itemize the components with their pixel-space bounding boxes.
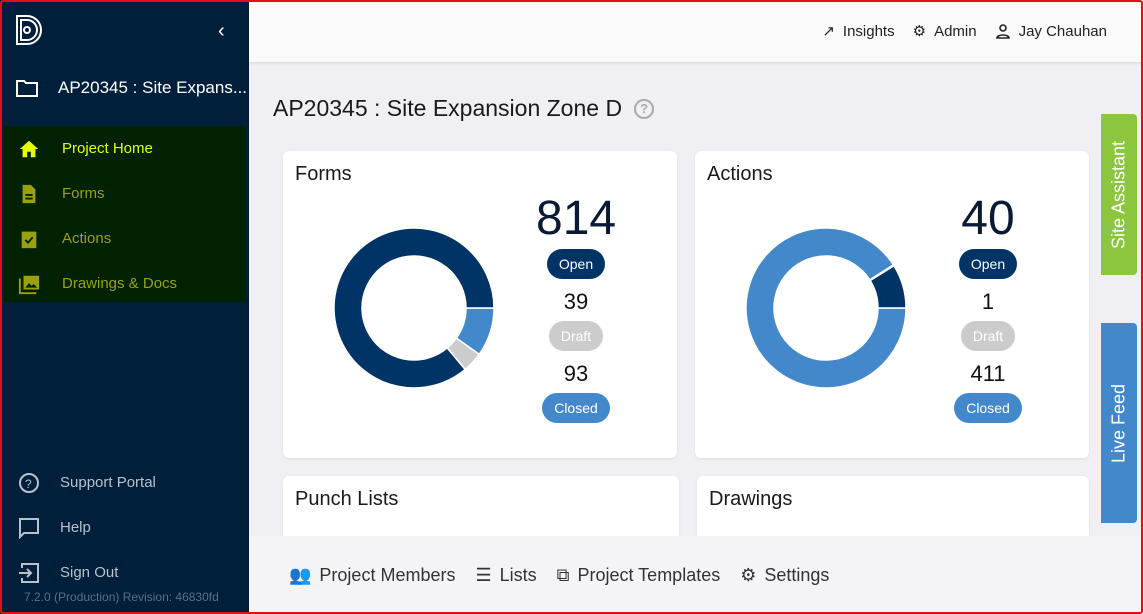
insights-label: Insights [842, 22, 895, 40]
help-icon[interactable]: ? [634, 98, 655, 119]
support-portal-label: Support Portal [60, 474, 156, 491]
sidebar-item-project-home[interactable]: Project Home [4, 126, 246, 171]
closed-count: 411 [970, 361, 1006, 386]
insights-button[interactable]: ↗ Insights [822, 22, 895, 41]
site-assistant-tab[interactable]: Site Assistant [1101, 114, 1137, 275]
project-members-label: Project Members [319, 564, 456, 585]
project-templates-label: Project Templates [577, 564, 721, 585]
card-title: Punch Lists [295, 488, 399, 510]
forms-donut-chart [333, 227, 495, 389]
closed-count: 93 [563, 361, 589, 386]
version-text: 7.2.0 (Production) Revision: 46830fd [24, 590, 219, 604]
donut-segment-open[interactable] [869, 264, 907, 309]
sign-out-icon [19, 562, 39, 583]
admin-label: Admin [934, 22, 977, 40]
lists-button[interactable]: ☰ Lists [475, 565, 536, 586]
sidebar: ‹ AP20345 : Site Expans... Project Home … [0, 0, 249, 614]
card-title: Actions [707, 163, 773, 185]
card-title: Drawings [709, 488, 793, 510]
closed-button[interactable]: Closed [542, 393, 610, 423]
draft-button[interactable]: Draft [548, 321, 604, 351]
svg-text:?: ? [25, 477, 32, 491]
user-icon [995, 24, 1010, 39]
draft-button[interactable]: Draft [960, 321, 1016, 351]
sidebar-item-label: Forms [62, 185, 105, 202]
donut-segment-open[interactable] [333, 227, 495, 389]
settings-label: Settings [764, 564, 830, 585]
forms-card: Forms 814 Open 39 Draft 93 Closed [283, 151, 677, 458]
closed-button[interactable]: Closed [954, 393, 1022, 423]
project-templates-button[interactable]: ⧉ Project Templates [557, 565, 721, 586]
actions-card: Actions 40 Open 1 Draft 411 Closed [695, 151, 1089, 458]
sidebar-item-forms[interactable]: Forms [4, 171, 246, 216]
project-selector[interactable]: AP20345 : Site Expans... [16, 78, 247, 98]
gear-icon: ⚙ [912, 23, 927, 40]
support-portal-link[interactable]: ? Support Portal [18, 460, 156, 505]
folder-icon [16, 80, 38, 97]
project-members-button[interactable]: 👥 Project Members [289, 565, 455, 586]
project-name: AP20345 : Site Expans... [58, 78, 248, 97]
trending-up-icon: ↗ [822, 23, 835, 40]
collapse-sidebar-button[interactable]: ‹ [218, 20, 225, 42]
people-icon: 👥 [289, 564, 312, 585]
draft-count: 1 [981, 289, 995, 314]
draft-count: 39 [563, 289, 589, 314]
user-name: Jay Chauhan [1018, 22, 1107, 40]
sidebar-item-label: Actions [62, 230, 112, 247]
logo [15, 14, 45, 51]
sidebar-item-label: Project Home [62, 140, 153, 157]
help-label: Help [60, 519, 91, 536]
admin-button[interactable]: ⚙ Admin [912, 22, 977, 41]
help-link[interactable]: Help [18, 505, 156, 550]
clipboard-check-icon [21, 231, 37, 248]
page-title-row: AP20345 : Site Expansion Zone D ? [273, 95, 655, 122]
lists-label: Lists [499, 564, 537, 585]
open-count: 40 [961, 192, 1015, 245]
open-count: 814 [536, 192, 617, 245]
sidebar-nav: Project Home Forms Actions Drawings & Do… [4, 126, 246, 302]
sidebar-item-actions[interactable]: Actions [4, 216, 246, 261]
sidebar-item-label: Drawings & Docs [62, 275, 178, 292]
chat-icon [19, 517, 39, 539]
document-icon [22, 184, 36, 203]
user-menu[interactable]: Jay Chauhan [995, 23, 1107, 40]
open-button[interactable]: Open [546, 249, 606, 279]
card-title: Forms [295, 163, 352, 185]
list-icon: ☰ [475, 564, 492, 585]
photo-library-icon [18, 275, 40, 294]
sign-out-label: Sign Out [60, 564, 119, 581]
open-button[interactable]: Open [958, 249, 1018, 279]
copy-icon: ⧉ [556, 564, 570, 585]
help-circle-icon: ? [19, 472, 39, 493]
actions-donut-chart [745, 227, 907, 389]
gear-icon: ⚙ [740, 564, 757, 585]
page-title: AP20345 : Site Expansion Zone D [273, 95, 623, 121]
sign-out-link[interactable]: Sign Out [18, 550, 156, 595]
home-icon [19, 140, 39, 157]
topbar: ↗ Insights ⚙ Admin Jay Chauhan [249, 0, 1143, 62]
sidebar-item-drawings-docs[interactable]: Drawings & Docs [4, 261, 246, 306]
settings-button[interactable]: ⚙ Settings [740, 565, 829, 586]
footer-toolbar: 👥 Project Members ☰ Lists ⧉ Project Templat… [249, 536, 1143, 614]
donut-segment-closed[interactable] [745, 227, 907, 389]
live-feed-tab[interactable]: Live Feed [1101, 323, 1137, 523]
